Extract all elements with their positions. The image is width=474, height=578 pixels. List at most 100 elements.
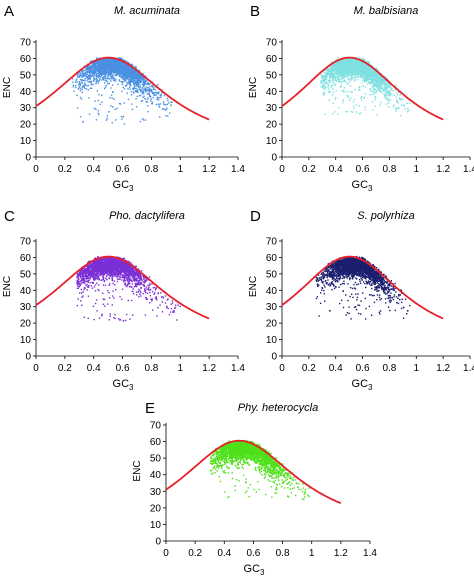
- scatter-point: [373, 93, 375, 95]
- scatter-point: [147, 110, 149, 113]
- scatter-point: [366, 83, 369, 85]
- scatter-point: [139, 81, 141, 83]
- scatter-point: [353, 77, 355, 79]
- scatter-point: [125, 67, 128, 69]
- scatter-point: [95, 71, 97, 73]
- scatter-point: [372, 86, 375, 88]
- y-tick-label: 20: [266, 120, 278, 131]
- scatter-point: [392, 90, 394, 92]
- scatter-point: [92, 62, 95, 64]
- scatter-point: [393, 104, 395, 106]
- scatter-point: [376, 86, 378, 88]
- scatter-point: [132, 92, 135, 94]
- scatter-point: [104, 86, 107, 88]
- scatter-point: [383, 89, 385, 91]
- scatter-point: [83, 69, 85, 71]
- scatter-point: [123, 70, 126, 72]
- scatter-point: [137, 85, 139, 87]
- scatter-point: [96, 66, 98, 68]
- scatter-point: [109, 96, 111, 99]
- scatter-point: [362, 63, 364, 65]
- scatter-point: [152, 92, 154, 95]
- scatter-point: [124, 75, 127, 78]
- scatter-point: [140, 75, 142, 78]
- scatter-point: [125, 75, 128, 77]
- scatter-point: [145, 75, 147, 78]
- scatter-point: [377, 79, 379, 82]
- scatter-point: [360, 97, 362, 99]
- scatter-point: [105, 79, 107, 82]
- scatter-point: [86, 73, 88, 75]
- scatter-point: [377, 74, 379, 77]
- scatter-point: [95, 108, 97, 110]
- scatter-point: [144, 97, 146, 100]
- scatter-point: [87, 75, 90, 77]
- scatter-point: [389, 86, 391, 88]
- scatter-point: [334, 83, 337, 86]
- scatter-point: [100, 94, 103, 97]
- scatter-point: [102, 73, 105, 75]
- scatter-point: [128, 86, 131, 89]
- scatter-point: [126, 61, 128, 63]
- scatter-point: [100, 70, 103, 72]
- scatter-point: [97, 99, 100, 102]
- scatter-point: [158, 106, 161, 108]
- scatter-point: [155, 103, 157, 106]
- scatter-point: [355, 56, 357, 59]
- scatter-point: [122, 67, 125, 69]
- scatter-point: [104, 75, 106, 78]
- scatter-point: [336, 73, 338, 75]
- scatter-point: [94, 100, 96, 102]
- scatter-point: [116, 67, 119, 70]
- scatter-point: [331, 94, 334, 96]
- scatter-point: [143, 92, 145, 94]
- x-tick-label: 1: [178, 164, 184, 175]
- scatter-point: [338, 78, 341, 80]
- scatter-point: [111, 71, 113, 74]
- scatter-point: [92, 66, 94, 68]
- scatter-point: [159, 94, 161, 96]
- scatter-point: [348, 59, 350, 61]
- scatter-point: [105, 78, 107, 80]
- scatter-point: [104, 62, 106, 65]
- scatter-point: [125, 70, 128, 72]
- scatter-point: [85, 88, 88, 90]
- scatter-point: [380, 101, 382, 104]
- scatter-point: [385, 94, 387, 96]
- scatter-point: [152, 91, 154, 94]
- scatter-point: [106, 115, 108, 117]
- scatter-point: [135, 66, 137, 69]
- scatter-point: [372, 78, 375, 81]
- scatter-point: [143, 80, 145, 82]
- scatter-point: [120, 61, 122, 63]
- scatter-point: [385, 103, 388, 105]
- scatter-point: [324, 93, 326, 95]
- scatter-point: [120, 66, 122, 69]
- scatter-point: [87, 70, 89, 72]
- scatter-point: [130, 91, 132, 93]
- scatter-point: [138, 95, 141, 97]
- scatter-point: [337, 64, 339, 66]
- scatter-point: [136, 84, 138, 87]
- scatter-point: [124, 71, 127, 73]
- scatter-point: [329, 65, 331, 67]
- scatter-point: [110, 80, 112, 82]
- scatter-point: [343, 64, 345, 66]
- scatter-point: [338, 62, 341, 64]
- scatter-point: [331, 84, 334, 86]
- scatter-point: [171, 101, 173, 103]
- scatter-point: [361, 63, 364, 65]
- scatter-point: [147, 89, 149, 92]
- scatter-point: [127, 78, 129, 80]
- scatter-point: [336, 71, 338, 73]
- scatter-point: [336, 65, 338, 67]
- scatter-point: [102, 63, 105, 65]
- scatter-point: [82, 70, 85, 72]
- scatter-point: [102, 72, 104, 74]
- scatter-point: [364, 96, 366, 99]
- scatter-point: [103, 77, 105, 79]
- scatter-points: [320, 56, 411, 117]
- scatter-point: [379, 86, 382, 89]
- scatter-point: [111, 63, 113, 65]
- scatter-point: [374, 84, 377, 87]
